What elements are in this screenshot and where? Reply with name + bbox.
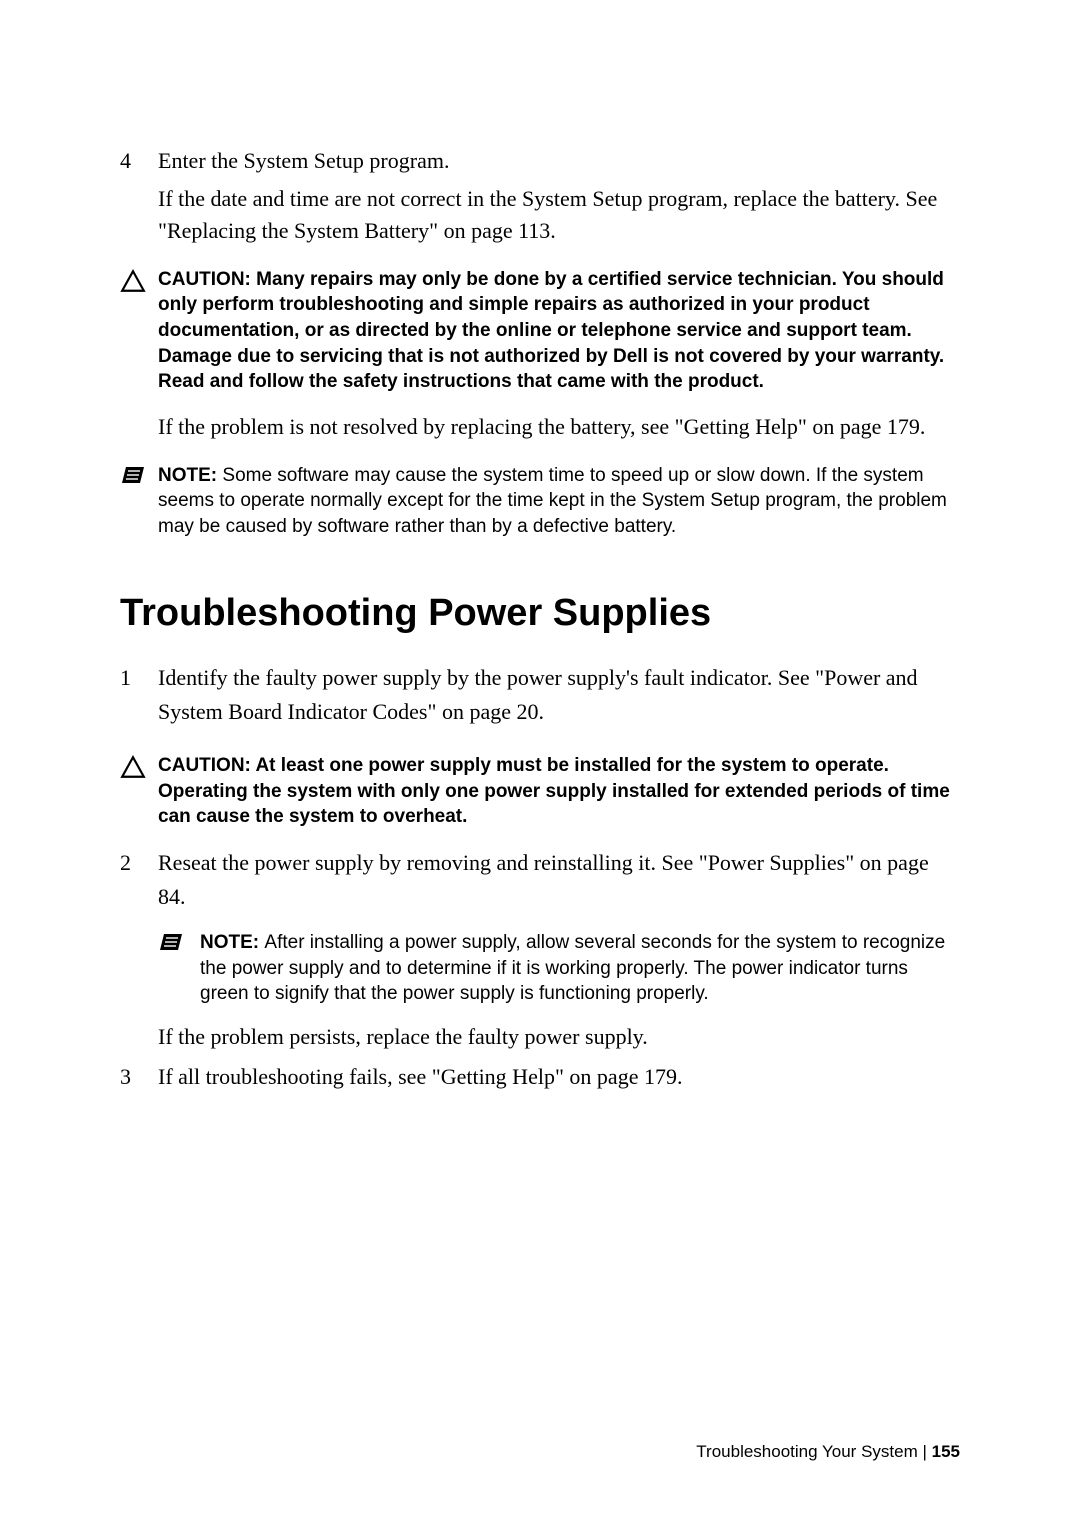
caution-text: CAUTION: Many repairs may only be done b… (158, 267, 960, 395)
ps-step-3: 3 If all troubleshooting fails, see "Get… (120, 1061, 960, 1093)
caution-triangle-icon (120, 269, 146, 293)
note-body-text: Some software may cause the system time … (158, 465, 947, 537)
step-text: Enter the System Setup program. (158, 145, 960, 177)
post-caution-para: If the problem is not resolved by replac… (158, 411, 960, 443)
note-body-text: After installing a power supply, allow s… (200, 932, 945, 1004)
note-text: NOTE: Some software may cause the system… (158, 463, 960, 540)
note-lead: NOTE: (158, 465, 222, 486)
page-footer: Troubleshooting Your System | 155 (696, 1442, 960, 1462)
step-number: 3 (120, 1064, 158, 1090)
ps-step-2: 2 Reseat the power supply by removing an… (120, 846, 960, 914)
caution-body-text: At least one power supply must be instal… (158, 755, 950, 827)
step-number: 2 (120, 850, 158, 876)
caution-lead: CAUTION: (158, 755, 255, 776)
caution-icon-cell (120, 267, 158, 395)
ps-step-1: 1 Identify the faulty power supply by th… (120, 661, 960, 729)
note-pencil-icon (120, 465, 146, 485)
note-icon-cell (158, 930, 200, 1007)
caution-block-1: CAUTION: Many repairs may only be done b… (120, 267, 960, 395)
step-4-followup: If the date and time are not correct in … (158, 183, 960, 247)
caution-icon-cell (120, 753, 158, 830)
note-block-1: NOTE: Some software may cause the system… (120, 463, 960, 540)
note-lead: NOTE: (200, 932, 264, 953)
caution-lead: CAUTION: (158, 269, 256, 290)
note-block-2: NOTE: After installing a power supply, a… (158, 930, 960, 1007)
step-number: 4 (120, 148, 158, 174)
caution-body-text: Many repairs may only be done by a certi… (158, 269, 944, 393)
caution-text: CAUTION: At least one power supply must … (158, 753, 960, 830)
caution-block-2: CAUTION: At least one power supply must … (120, 753, 960, 830)
page: 4 Enter the System Setup program. If the… (0, 0, 1080, 1532)
step-text: Reseat the power supply by removing and … (158, 846, 960, 914)
note-text: NOTE: After installing a power supply, a… (200, 930, 960, 1007)
ps-step-2-followup: If the problem persists, replace the fau… (158, 1021, 960, 1053)
footer-label: Troubleshooting Your System (696, 1442, 917, 1461)
caution-triangle-icon (120, 755, 146, 779)
footer-sep: | (918, 1442, 932, 1461)
note-icon-cell (120, 463, 158, 540)
step-text: Identify the faulty power supply by the … (158, 661, 960, 729)
step-text: If all troubleshooting fails, see "Getti… (158, 1061, 960, 1093)
step-number: 1 (120, 665, 158, 691)
page-number: 155 (932, 1442, 960, 1461)
note-pencil-icon (158, 932, 184, 952)
step-4: 4 Enter the System Setup program. (120, 145, 960, 177)
section-heading: Troubleshooting Power Supplies (120, 592, 960, 635)
